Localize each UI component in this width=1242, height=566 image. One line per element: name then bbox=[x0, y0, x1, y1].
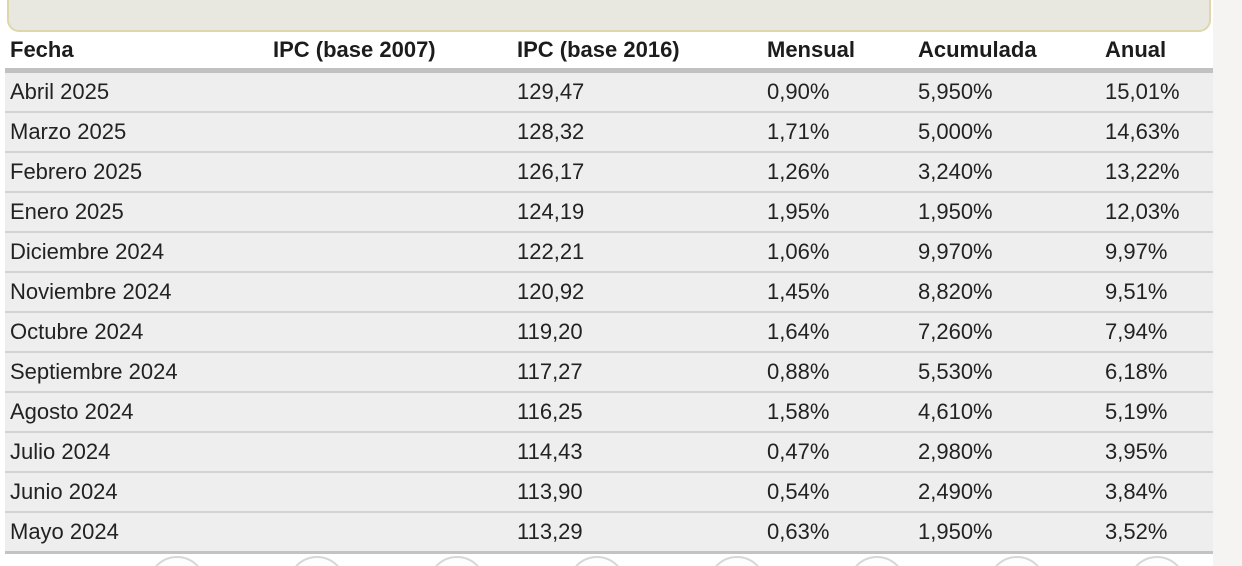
table-row: Enero 2025 124,19 1,95% 1,950% 12,03% bbox=[5, 193, 1213, 233]
table-cell: 114,43 bbox=[517, 439, 583, 464]
table-cell: 122,21 bbox=[517, 239, 585, 264]
top-tab-bar bbox=[7, 0, 1211, 32]
table-cell: 129,47 bbox=[517, 79, 585, 104]
table-cell: 7,94% bbox=[1105, 319, 1168, 344]
table-cell: 3,52% bbox=[1105, 519, 1168, 544]
table-cell: 117,27 bbox=[517, 359, 583, 384]
table-cell: Abril 2025 bbox=[10, 79, 110, 104]
column-header-anual: Anual bbox=[1105, 37, 1167, 62]
table-cell: 113,29 bbox=[517, 519, 583, 544]
table-cell: 126,17 bbox=[517, 159, 585, 184]
table-row: Junio 2024 113,90 0,54% 2,490% 3,84% bbox=[5, 473, 1213, 513]
table-row: Diciembre 2024 122,21 1,06% 9,970% 9,97% bbox=[5, 233, 1213, 273]
table-cell: 0,88% bbox=[767, 359, 830, 384]
table-cell: 2,490% bbox=[918, 479, 993, 504]
footer-bubble-button[interactable] bbox=[568, 556, 626, 566]
table-cell: 3,95% bbox=[1105, 439, 1168, 464]
table-cell: 15,01% bbox=[1105, 79, 1180, 104]
table-cell: 5,19% bbox=[1105, 399, 1168, 424]
table-cell: 9,97% bbox=[1105, 239, 1168, 264]
table-cell: 1,58% bbox=[767, 399, 830, 424]
table-cell: 5,000% bbox=[918, 119, 993, 144]
footer-bubble-button[interactable] bbox=[708, 556, 766, 566]
table-cell: 4,610% bbox=[918, 399, 993, 424]
table-cell: 6,18% bbox=[1105, 359, 1168, 384]
table-body: Abril 2025 129,47 0,90% 5,950% 15,01% Marzo 2… bbox=[5, 73, 1213, 554]
table-cell: Marzo 2025 bbox=[10, 119, 127, 144]
table-cell: Diciembre 2024 bbox=[10, 239, 165, 264]
footer-bubble-button[interactable] bbox=[428, 556, 486, 566]
table-cell: 116,25 bbox=[517, 399, 583, 424]
table-cell: 8,820% bbox=[918, 279, 993, 304]
table-cell: 5,530% bbox=[918, 359, 993, 384]
table-cell: 128,32 bbox=[517, 119, 585, 144]
table-cell: 7,260% bbox=[918, 319, 993, 344]
footer-bubble-button[interactable] bbox=[1128, 556, 1186, 566]
table-cell: Septiembre 2024 bbox=[10, 359, 178, 384]
table-row: Noviembre 2024 120,92 1,45% 8,820% 9,51% bbox=[5, 273, 1213, 313]
table-header-row: Fecha IPC (base 2007) IPC (base 2016) Me… bbox=[5, 32, 1213, 73]
column-header-fecha: Fecha bbox=[10, 37, 74, 62]
table-row: Febrero 2025 126,17 1,26% 3,240% 13,22% bbox=[5, 153, 1213, 193]
table-cell: 113,90 bbox=[517, 479, 583, 504]
table-cell: 13,22% bbox=[1105, 159, 1180, 184]
table-row: Octubre 2024 119,20 1,64% 7,260% 7,94% bbox=[5, 313, 1213, 353]
table-row: Marzo 2025 128,32 1,71% 5,000% 14,63% bbox=[5, 113, 1213, 153]
footer-bubble-button[interactable] bbox=[988, 556, 1046, 566]
table-cell: 1,950% bbox=[918, 199, 993, 224]
footer-bubble-button[interactable] bbox=[848, 556, 906, 566]
table-cell: 1,06% bbox=[767, 239, 830, 264]
table-row: Julio 2024 114,43 0,47% 2,980% 3,95% bbox=[5, 433, 1213, 473]
table-cell: Octubre 2024 bbox=[10, 319, 144, 344]
table-cell: 120,92 bbox=[517, 279, 585, 304]
column-header-ipc2007: IPC (base 2007) bbox=[273, 37, 436, 62]
footer-bubble-button[interactable] bbox=[148, 556, 206, 566]
table-cell: 119,20 bbox=[517, 319, 583, 344]
table-row: Abril 2025 129,47 0,90% 5,950% 15,01% bbox=[5, 73, 1213, 113]
table-cell: 5,950% bbox=[918, 79, 993, 104]
column-header-ipc2016: IPC (base 2016) bbox=[517, 37, 680, 62]
table-cell: Enero 2025 bbox=[10, 199, 124, 224]
table-cell: 3,84% bbox=[1105, 479, 1168, 504]
ipc-table: Fecha IPC (base 2007) IPC (base 2016) Me… bbox=[5, 32, 1213, 554]
right-margin-strip bbox=[1213, 0, 1242, 566]
table-cell: 1,26% bbox=[767, 159, 830, 184]
table-cell: Julio 2024 bbox=[10, 439, 111, 464]
table-cell: 1,45% bbox=[767, 279, 830, 304]
table-cell: Noviembre 2024 bbox=[10, 279, 172, 304]
table-cell: Agosto 2024 bbox=[10, 399, 134, 424]
table-cell: Junio 2024 bbox=[10, 479, 118, 504]
table-cell: 0,54% bbox=[767, 479, 830, 504]
table-cell: 12,03% bbox=[1105, 199, 1180, 224]
table-cell: 124,19 bbox=[517, 199, 585, 224]
table-row: Septiembre 2024 117,27 0,88% 5,530% 6,18% bbox=[5, 353, 1213, 393]
footer-bubble-button[interactable] bbox=[288, 556, 346, 566]
table-cell: 2,980% bbox=[918, 439, 993, 464]
table-cell: 9,970% bbox=[918, 239, 993, 264]
table-cell: 1,950% bbox=[918, 519, 993, 544]
table-cell: 0,90% bbox=[767, 79, 830, 104]
table-cell: 1,71% bbox=[767, 119, 830, 144]
table-cell: 1,64% bbox=[767, 319, 830, 344]
table-cell: 0,47% bbox=[767, 439, 830, 464]
table-cell: Mayo 2024 bbox=[10, 519, 119, 544]
column-header-mensual: Mensual bbox=[767, 37, 856, 62]
table-cell: 9,51% bbox=[1105, 279, 1168, 304]
table-cell: 3,240% bbox=[918, 159, 993, 184]
table-cell: Febrero 2025 bbox=[10, 159, 143, 184]
table-cell: 1,95% bbox=[767, 199, 830, 224]
table-row: Agosto 2024 116,25 1,58% 4,610% 5,19% bbox=[5, 393, 1213, 433]
table-cell: 14,63% bbox=[1105, 119, 1180, 144]
table-cell: 0,63% bbox=[767, 519, 830, 544]
table-row: Mayo 2024 113,29 0,63% 1,950% 3,52% bbox=[5, 513, 1213, 554]
column-header-acumulada: Acumulada bbox=[918, 37, 1037, 62]
